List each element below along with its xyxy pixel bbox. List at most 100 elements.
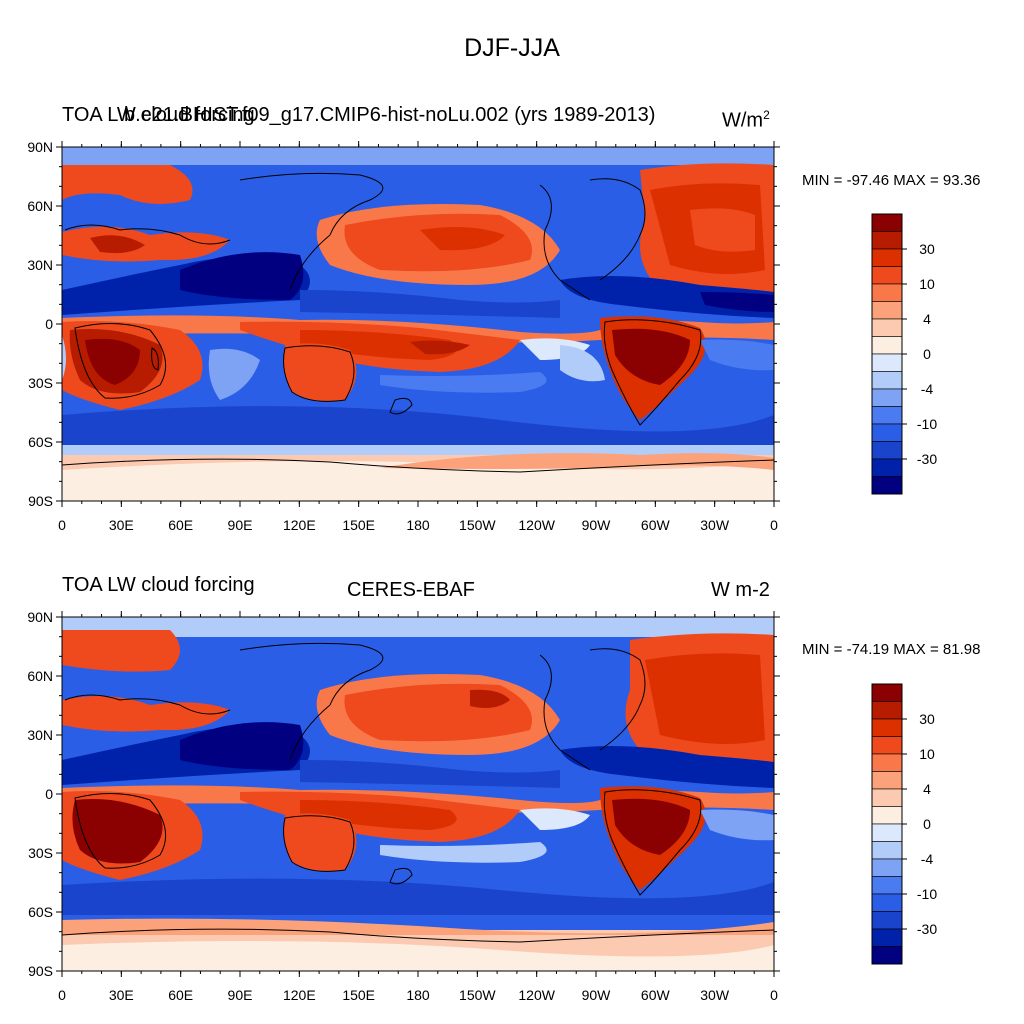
colorbar-swatch xyxy=(871,841,903,860)
lat-tick-label: 30N xyxy=(27,727,53,743)
lat-tick-label: 60S xyxy=(28,904,53,920)
lat-tick-label: 0 xyxy=(45,786,53,802)
colorbar-swatch xyxy=(871,876,903,895)
lon-tick-label: 30E xyxy=(109,987,134,1003)
lat-tick-label: 90S xyxy=(28,493,53,509)
colorbar-label: 0 xyxy=(923,346,931,362)
lon-tick-label: 120E xyxy=(283,987,316,1003)
colorbar-swatch xyxy=(871,788,903,807)
colorbar-label: 4 xyxy=(923,781,931,797)
lon-tick-label: 0 xyxy=(770,987,778,1003)
panel2-map xyxy=(62,617,774,971)
colorbar-swatch xyxy=(871,683,903,702)
colorbar-label: 4 xyxy=(923,311,931,327)
lon-tick-label: 120W xyxy=(518,517,555,533)
colorbar-swatch xyxy=(871,406,903,425)
lon-tick-label: 90W xyxy=(582,987,612,1003)
colorbar-swatch xyxy=(871,476,903,495)
lat-tick-label: 90N xyxy=(27,609,53,625)
lon-tick-label: 60E xyxy=(168,987,193,1003)
lon-tick-label: 150E xyxy=(342,517,375,533)
panel2-left-title: TOA LW cloud forcing xyxy=(62,574,255,596)
lat-tick-label: 60N xyxy=(27,198,53,214)
panel1-center-title: b.e21.BHIST.f09_g17.CMIP6-hist-noLu.002 … xyxy=(124,104,656,126)
colorbar-swatch xyxy=(871,231,903,250)
colorbar-label: -30 xyxy=(917,451,937,467)
colorbar-swatch xyxy=(871,823,903,842)
lon-tick-label: 60E xyxy=(168,517,193,533)
colorbar-swatch xyxy=(871,753,903,772)
panel2-units: W m-2 xyxy=(711,579,770,601)
colorbar-swatch xyxy=(871,718,903,737)
lon-tick-label: 0 xyxy=(770,517,778,533)
colorbar-swatch xyxy=(871,911,903,930)
colorbar-swatch xyxy=(871,248,903,267)
lon-tick-label: 60W xyxy=(641,517,671,533)
lon-tick-label: 90E xyxy=(228,517,253,533)
colorbar-swatch xyxy=(871,213,903,232)
colorbar-swatch xyxy=(871,423,903,442)
colorbar-swatch xyxy=(871,353,903,372)
lon-tick-label: 180 xyxy=(406,987,430,1003)
colorbar-swatch xyxy=(871,893,903,912)
colorbar-swatch xyxy=(871,318,903,337)
colorbar-swatch xyxy=(871,458,903,477)
lat-tick-label: 90N xyxy=(27,139,53,155)
colorbar-swatch xyxy=(871,701,903,720)
colorbar-swatch xyxy=(871,946,903,965)
colorbar-label: -10 xyxy=(917,886,937,902)
colorbar-swatch xyxy=(871,441,903,460)
lon-tick-label: 150W xyxy=(459,517,496,533)
colorbars-group: 30 10 4 0 -4 -10 -30 30 10 4 0 -4 -10 -30 xyxy=(871,213,937,965)
colorbar-swatch xyxy=(871,928,903,947)
colorbar-label: 30 xyxy=(919,241,935,257)
colorbar-swatch xyxy=(871,388,903,407)
colorbar-label: 10 xyxy=(919,746,935,762)
lon-tick-label: 120E xyxy=(283,517,316,533)
lon-tick-label: 120W xyxy=(518,987,555,1003)
lat-tick-label: 60N xyxy=(27,668,53,684)
panel1-left-title: TOA LW cloud forcing xyxy=(62,104,255,126)
lat-tick-label: 30S xyxy=(28,375,53,391)
lon-tick-label: 30W xyxy=(700,987,730,1003)
colorbar-swatch xyxy=(871,806,903,825)
lat-tick-label: 30S xyxy=(28,845,53,861)
lat-tick-label: 0 xyxy=(45,316,53,332)
axes-group: 90N 60N 30N 0 30S 60S 90S 0 30E 60E 90E 120E 150E 180… xyxy=(27,139,780,1003)
lon-tick-label: 90E xyxy=(228,987,253,1003)
colorbar-label: -30 xyxy=(917,921,937,937)
colorbar-swatch xyxy=(871,858,903,877)
figure-title: DJF-JJA xyxy=(464,34,560,62)
colorbar-swatch xyxy=(871,771,903,790)
lat-tick-label: 60S xyxy=(28,434,53,450)
panel1-units: W/m2 xyxy=(722,108,770,133)
lon-tick-label: 0 xyxy=(58,517,66,533)
lat-tick-label: 30N xyxy=(27,257,53,273)
colorbar-swatch xyxy=(871,736,903,755)
colorbar-label: -4 xyxy=(921,851,934,867)
lon-tick-label: 60W xyxy=(641,987,671,1003)
panel1-map xyxy=(62,147,774,501)
lon-tick-label: 150E xyxy=(342,987,375,1003)
lon-tick-label: 180 xyxy=(406,517,430,533)
colorbar-label: -10 xyxy=(917,416,937,432)
lat-tick-label: 90S xyxy=(28,963,53,979)
colorbar-swatch xyxy=(871,371,903,390)
lon-tick-label: 30E xyxy=(109,517,134,533)
colorbar-label: 0 xyxy=(923,816,931,832)
colorbar-swatch xyxy=(871,266,903,285)
colorbar-swatch xyxy=(871,336,903,355)
panel2-min-max: MIN = -74.19 MAX = 81.98 xyxy=(802,641,981,658)
panel1-min-max: MIN = -97.46 MAX = 93.36 xyxy=(802,172,981,189)
lon-tick-label: 30W xyxy=(700,517,730,533)
colorbar-label: 30 xyxy=(919,711,935,727)
colorbar-label: -4 xyxy=(921,381,934,397)
panel1-units-sup: 2 xyxy=(763,108,770,122)
panel2-center-title: CERES-EBAF xyxy=(347,579,475,601)
panel1-units-text: W/m xyxy=(722,109,764,132)
colorbar-swatch xyxy=(871,301,903,320)
lon-tick-label: 90W xyxy=(582,517,612,533)
colorbar-label: 10 xyxy=(919,276,935,292)
lon-tick-label: 0 xyxy=(58,987,66,1003)
